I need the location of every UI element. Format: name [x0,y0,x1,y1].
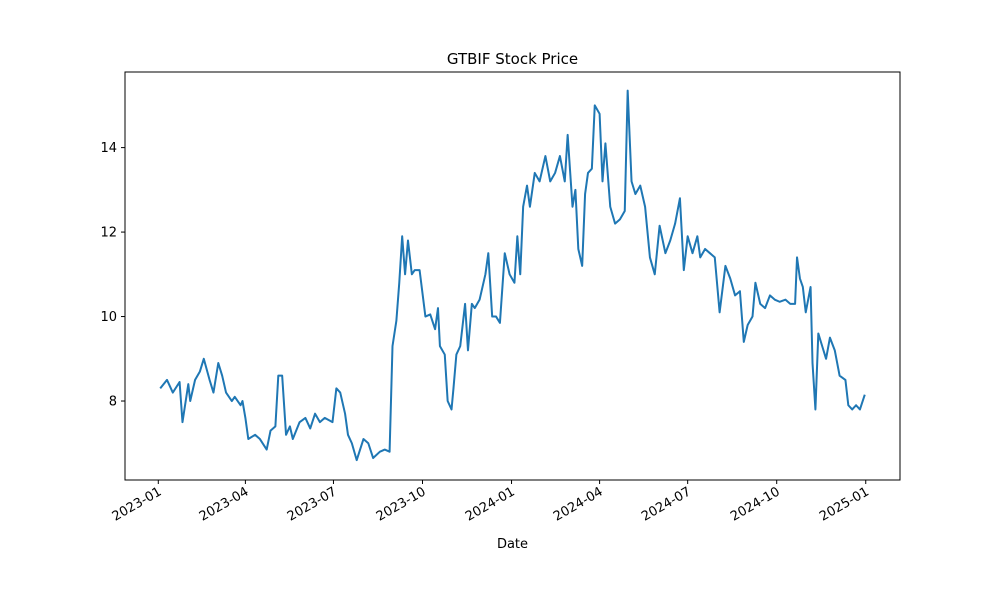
y-tick-label: 10 [100,310,117,325]
line-series [159,89,866,462]
plot-frame [124,71,901,481]
chart-title: GTBIF Stock Price [447,50,578,68]
y-tick-label: 12 [100,226,117,241]
y-tick-label: 8 [109,395,117,410]
x-axis-label: Date [497,537,528,552]
y-tick-label: 14 [100,141,117,156]
